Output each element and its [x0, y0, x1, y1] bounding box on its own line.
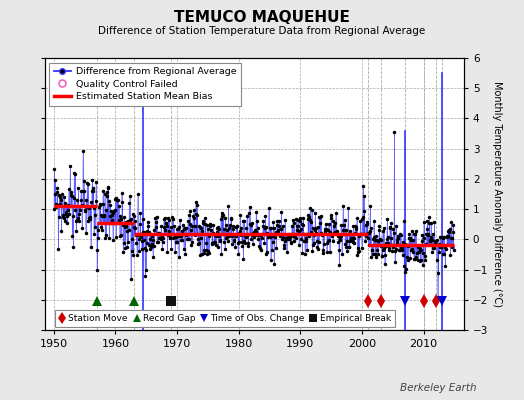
Legend: Station Move, Record Gap, Time of Obs. Change, Empirical Break: Station Move, Record Gap, Time of Obs. C… [55, 310, 395, 327]
Text: TEMUCO MAQUEHUE: TEMUCO MAQUEHUE [174, 10, 350, 25]
Text: Berkeley Earth: Berkeley Earth [400, 383, 477, 393]
Y-axis label: Monthly Temperature Anomaly Difference (°C): Monthly Temperature Anomaly Difference (… [493, 81, 503, 307]
Text: Difference of Station Temperature Data from Regional Average: Difference of Station Temperature Data f… [99, 26, 425, 36]
